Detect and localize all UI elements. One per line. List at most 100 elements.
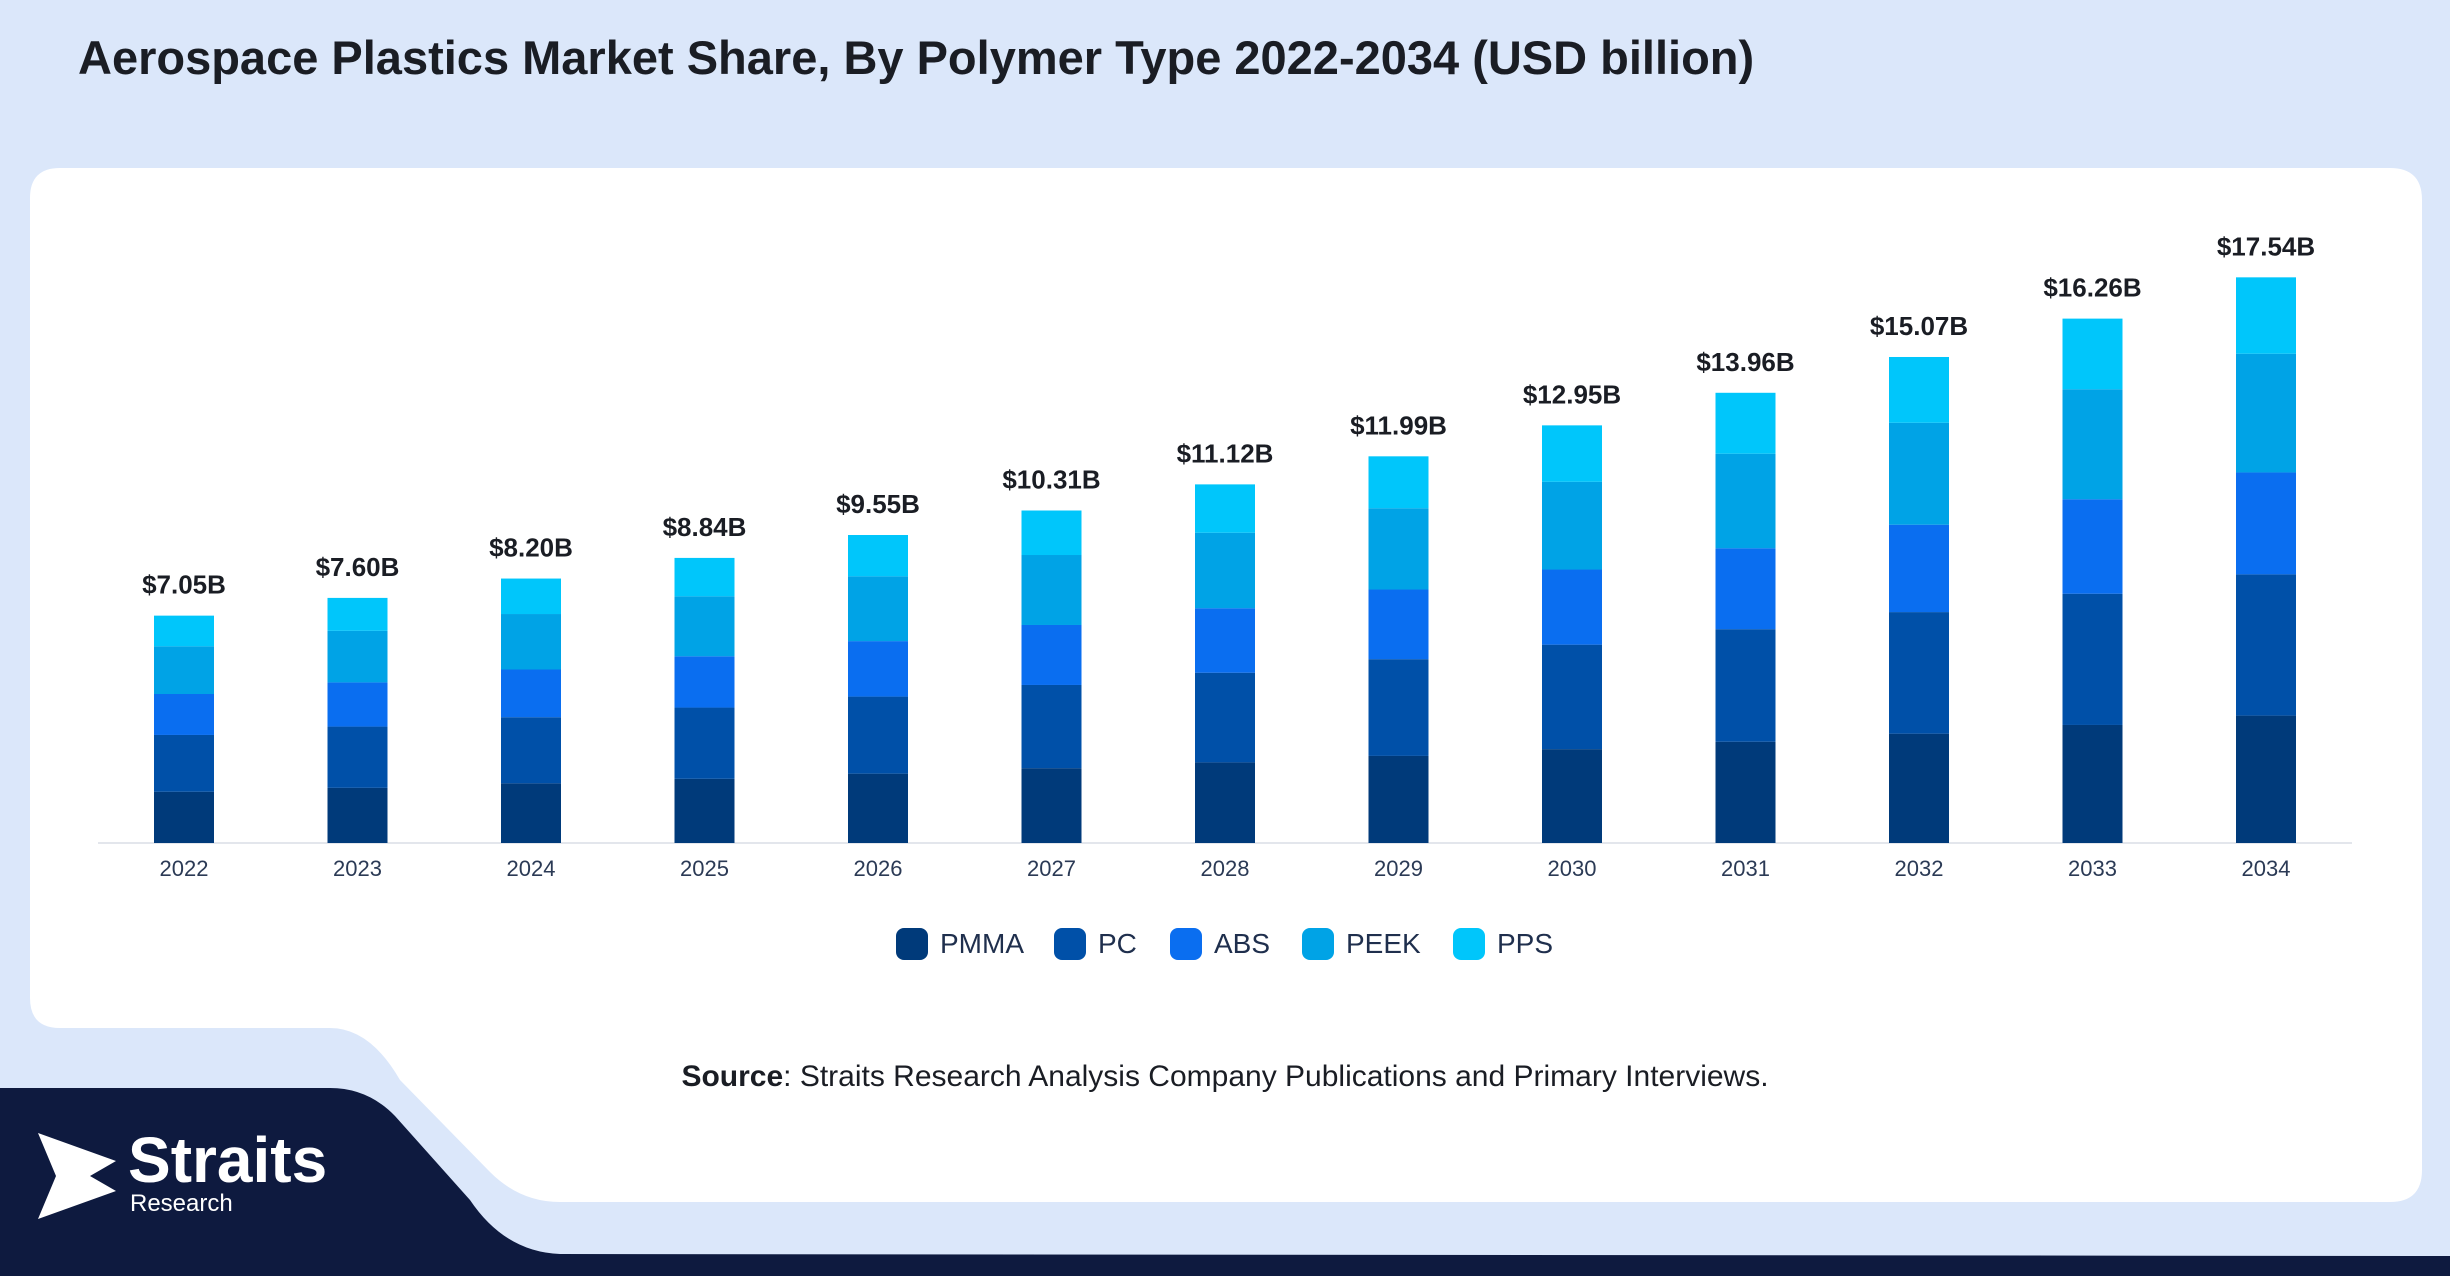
bar-segment-pps-2029 — [1368, 456, 1429, 509]
bar-segment-pc-2026 — [848, 696, 908, 774]
bar-segment-pmma-2028 — [1195, 762, 1255, 843]
bar-segment-pps-2023 — [327, 597, 388, 631]
bar-segment-pc-2029 — [1368, 659, 1429, 756]
footer-band — [0, 1088, 2450, 1276]
straits-logo: Straits Research — [128, 1128, 327, 1216]
bar-segment-peek-2028 — [1195, 532, 1255, 609]
bar-segment-abs-2023 — [327, 682, 388, 727]
bar-total-label-2033: $16.26B — [2043, 273, 2141, 303]
x-tick-label-2030: 2030 — [1548, 856, 1597, 881]
x-tick-label-2034: 2034 — [2242, 856, 2291, 881]
x-tick-label-2033: 2033 — [2068, 856, 2117, 881]
legend-swatch-pmma — [896, 928, 928, 960]
x-tick-label-2026: 2026 — [854, 856, 903, 881]
bar-segment-peek-2034 — [2236, 353, 2296, 473]
page-title: Aerospace Plastics Market Share, By Poly… — [78, 31, 1755, 84]
bar-segment-pmma-2023 — [327, 787, 388, 843]
x-tick-label-2027: 2027 — [1027, 856, 1076, 881]
bar-segment-pc-2023 — [327, 726, 388, 788]
bar-segment-pmma-2025 — [674, 778, 735, 843]
bar-segment-peek-2033 — [2062, 389, 2123, 500]
bar-segment-pps-2025 — [674, 557, 735, 597]
bar-segment-pmma-2022 — [154, 791, 214, 843]
bar-segment-peek-2026 — [848, 576, 908, 642]
bar-total-label-2022: $7.05B — [142, 570, 226, 600]
legend-label-pps: PPS — [1497, 928, 1553, 959]
bar-segment-pc-2028 — [1195, 672, 1255, 763]
bar-segment-peek-2032 — [1889, 422, 1949, 525]
bar-segment-pps-2033 — [2062, 318, 2123, 390]
source-note: Source: Straits Research Analysis Compan… — [0, 1060, 2450, 1094]
bar-total-label-2023: $7.60B — [316, 552, 400, 582]
legend-swatch-pps — [1453, 928, 1485, 960]
bar-segment-pps-2022 — [154, 615, 214, 647]
bar-segment-pps-2028 — [1195, 484, 1255, 533]
bar-segment-peek-2027 — [1021, 555, 1082, 625]
x-tick-label-2028: 2028 — [1201, 856, 1250, 881]
bar-segment-pmma-2024 — [501, 783, 561, 843]
legend-label-abs: ABS — [1214, 928, 1270, 959]
x-tick-label-2032: 2032 — [1895, 856, 1944, 881]
bar-segment-pps-2032 — [1889, 356, 1949, 423]
bar-total-label-2034: $17.54B — [2217, 231, 2315, 261]
bar-segment-pps-2030 — [1542, 425, 1602, 482]
bar-segment-abs-2025 — [674, 656, 735, 708]
bar-segment-pc-2024 — [501, 717, 561, 784]
bar-segment-peek-2025 — [674, 596, 735, 657]
x-tick-label-2023: 2023 — [333, 856, 382, 881]
bar-segment-pc-2030 — [1542, 644, 1602, 750]
bar-segment-pc-2027 — [1021, 684, 1082, 769]
bar-segment-pmma-2029 — [1368, 755, 1429, 843]
source-label: Source — [681, 1060, 784, 1093]
bar-segment-peek-2023 — [327, 630, 388, 683]
bar-segment-pc-2033 — [2062, 593, 2123, 725]
bar-segment-abs-2029 — [1368, 589, 1429, 660]
bar-segment-pps-2026 — [848, 535, 908, 577]
bar-total-label-2027: $10.31B — [1002, 465, 1100, 495]
bar-segment-pmma-2027 — [1021, 768, 1082, 843]
bar-segment-pmma-2031 — [1715, 741, 1776, 843]
bar-segment-peek-2024 — [501, 614, 561, 670]
bar-segment-peek-2030 — [1542, 481, 1602, 570]
bar-segment-pc-2022 — [154, 734, 214, 792]
bar-segment-pmma-2034 — [2236, 715, 2296, 843]
bar-segment-abs-2031 — [1715, 548, 1776, 630]
bar-segment-pc-2032 — [1889, 612, 1949, 734]
bar-total-label-2024: $8.20B — [489, 533, 573, 563]
bar-segment-abs-2024 — [501, 669, 561, 718]
source-text: : Straits Research Analysis Company Publ… — [783, 1060, 1769, 1093]
bar-total-label-2031: $13.96B — [1696, 347, 1794, 377]
legend-swatch-abs — [1170, 928, 1202, 960]
legend-label-pc: PC — [1098, 928, 1137, 959]
bar-total-label-2026: $9.55B — [836, 489, 920, 519]
bar-total-label-2032: $15.07B — [1870, 311, 1968, 341]
x-tick-label-2025: 2025 — [680, 856, 729, 881]
bar-segment-pps-2027 — [1021, 510, 1082, 556]
bar-segment-pmma-2033 — [2062, 724, 2123, 843]
straits-logo-icon — [38, 1133, 116, 1219]
bar-segment-abs-2026 — [848, 641, 908, 697]
bar-segment-pmma-2030 — [1542, 749, 1602, 843]
bar-segment-pc-2025 — [674, 707, 735, 779]
bar-total-label-2025: $8.84B — [663, 512, 747, 542]
bar-segment-pc-2034 — [2236, 574, 2296, 716]
logo-main-text: Straits — [128, 1124, 328, 1196]
bar-segment-pmma-2026 — [848, 773, 908, 843]
x-tick-label-2029: 2029 — [1374, 856, 1423, 881]
legend-swatch-peek — [1302, 928, 1334, 960]
bar-total-label-2029: $11.99B — [1350, 410, 1447, 440]
bar-segment-abs-2032 — [1889, 524, 1949, 613]
bar-segment-pmma-2032 — [1889, 733, 1949, 843]
x-tick-label-2022: 2022 — [160, 856, 209, 881]
bar-segment-abs-2028 — [1195, 608, 1255, 673]
bar-segment-pps-2024 — [501, 578, 561, 615]
legend-label-pmma: PMMA — [940, 928, 1024, 959]
bar-segment-pc-2031 — [1715, 629, 1776, 742]
bar-total-label-2030: $12.95B — [1523, 379, 1621, 409]
logo-sub-text: Research — [130, 1190, 233, 1217]
x-tick-label-2031: 2031 — [1721, 856, 1770, 881]
legend-label-peek: PEEK — [1346, 928, 1421, 959]
bar-segment-abs-2030 — [1542, 569, 1602, 645]
bar-segment-abs-2022 — [154, 694, 214, 735]
